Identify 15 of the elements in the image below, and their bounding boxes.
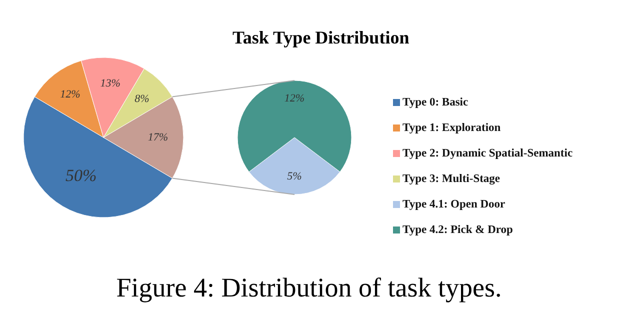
data-label: 12% [60,88,80,101]
data-label: 8% [134,93,150,106]
legend-label: Type 4.2: Pick & Drop [402,224,513,236]
legend-label: Type 4.1: Open Door [402,198,506,210]
data-label: 17% [148,132,168,144]
data-label: 12% [284,92,305,105]
caption: Figure 4: Distribution of task types. [116,272,502,302]
legend-label: Type 0: Basic [402,96,468,108]
chart-title: Task Type Distribution [232,28,410,48]
data-label: 5% [287,170,302,182]
data-label: 13% [100,78,120,90]
legend-label: Type 1: Exploration [402,122,502,134]
data-label: 50% [66,166,97,185]
legend-label: Type 2: Dynamic Spatial-Semantic [402,148,573,160]
legend-label: Type 3: Multi-Stage [402,173,500,185]
